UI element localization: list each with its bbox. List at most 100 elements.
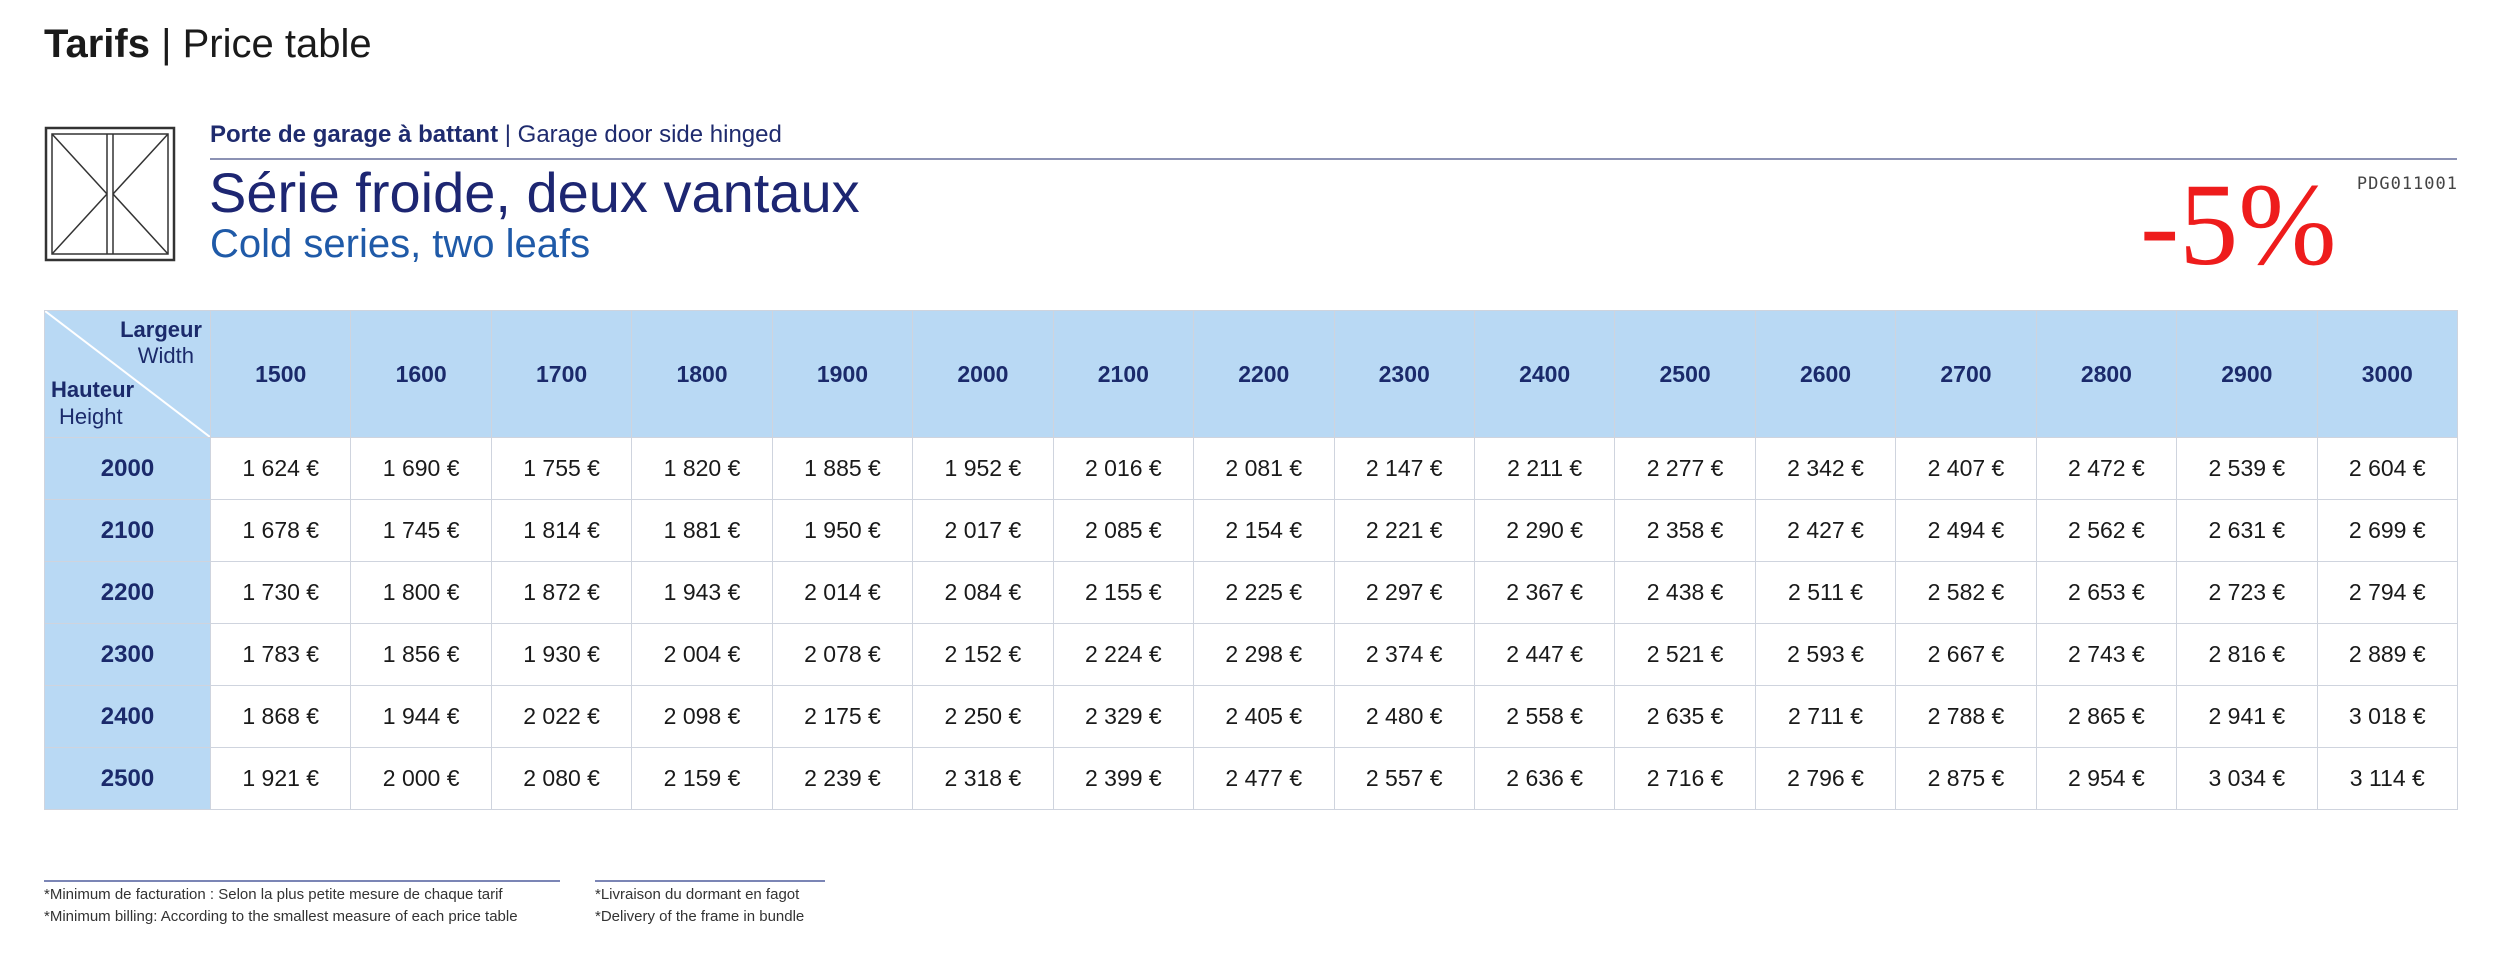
price-cell: 1 872 € — [490, 561, 633, 624]
price-cell: 2 154 € — [1193, 499, 1335, 562]
column-header-width: 2600 — [1754, 310, 1897, 438]
price-cell: 2 557 € — [1333, 747, 1475, 810]
column-header-width: 2100 — [1052, 310, 1195, 438]
table-row: 2100 1 678 €1 745 €1 814 €1 881 €1 950 €2… — [44, 499, 2459, 562]
price-cell: 2 152 € — [912, 623, 1054, 686]
column-header-width: 2300 — [1333, 310, 1475, 438]
column-header-width: 2900 — [2176, 310, 2318, 438]
note-text-fr: *Minimum de facturation : Selon la plus … — [44, 886, 503, 903]
price-cell: 2 743 € — [2035, 623, 2178, 686]
price-cell: 3 114 € — [2316, 747, 2459, 810]
row-header-height: 2300 — [44, 623, 211, 686]
price-cell: 1 678 € — [209, 499, 352, 562]
category-separator: | — [504, 121, 511, 148]
width-label-fr: Largeur — [120, 317, 202, 342]
note-divider — [44, 880, 560, 882]
price-cell: 2 511 € — [1754, 561, 1897, 624]
price-cell: 2 277 € — [1614, 437, 1756, 500]
price-table: Largeur Width Hauteur Height 1500 1600 170… — [44, 310, 2459, 810]
price-cell: 1 800 € — [350, 561, 492, 624]
price-cell: 2 014 € — [771, 561, 914, 624]
price-cell: 2 367 € — [1473, 561, 1616, 624]
price-cell: 1 921 € — [209, 747, 352, 810]
series-title-en: Cold series, two leafs — [210, 222, 591, 266]
price-cell: 2 358 € — [1614, 499, 1756, 562]
price-cell: 2 438 € — [1614, 561, 1756, 624]
series-title-fr: Série froide, deux vantaux — [209, 161, 860, 224]
column-header-width: 1900 — [771, 310, 914, 438]
page-title-en: Price table — [182, 22, 372, 66]
note-text-en: *Minimum billing: According to the small… — [44, 908, 518, 925]
price-cell: 2 604 € — [2316, 437, 2459, 500]
price-cell: 2 865 € — [2035, 685, 2178, 748]
product-reference: PDG011001 — [2356, 174, 2458, 194]
price-cell: 2 147 € — [1333, 437, 1475, 500]
price-cell: 1 624 € — [209, 437, 352, 500]
table-row: 2200 1 730 €1 800 €1 872 €1 943 €2 014 €2… — [44, 561, 2459, 624]
header-divider — [210, 158, 2457, 160]
price-cell: 2 427 € — [1754, 499, 1897, 562]
page-title-fr: Tarifs — [44, 22, 150, 66]
price-cell: 2 298 € — [1193, 623, 1335, 686]
height-label-en: Height — [59, 404, 123, 429]
column-header-width: 2800 — [2035, 310, 2178, 438]
table-row: 2300 1 783 €1 856 €1 930 €2 004 €2 078 €2… — [44, 623, 2459, 686]
column-header-width: 1800 — [631, 310, 773, 438]
price-cell: 2 022 € — [490, 685, 633, 748]
price-cell: 2 653 € — [2035, 561, 2178, 624]
column-header-width: 3000 — [2316, 310, 2459, 438]
column-header-width: 2200 — [1193, 310, 1335, 438]
row-header-height: 2000 — [44, 437, 211, 500]
price-cell: 2 480 € — [1333, 685, 1475, 748]
note-text-en: *Delivery of the frame in bundle — [595, 908, 805, 925]
price-cell: 2 472 € — [2035, 437, 2178, 500]
price-cell: 2 016 € — [1052, 437, 1195, 500]
column-header-width: 2000 — [912, 310, 1054, 438]
price-cell: 2 211 € — [1473, 437, 1616, 500]
price-cell: 2 374 € — [1333, 623, 1475, 686]
price-cell: 2 667 € — [1895, 623, 2037, 686]
page-title: Tarifs | Price table — [44, 22, 372, 67]
table-header-row: Largeur Width Hauteur Height 1500 1600 170… — [44, 310, 2459, 438]
note-text-fr: *Livraison du dormant en fagot — [595, 886, 800, 903]
price-cell: 2 225 € — [1193, 561, 1335, 624]
price-cell: 1 814 € — [490, 499, 633, 562]
price-cell: 1 730 € — [209, 561, 352, 624]
price-cell: 1 930 € — [490, 623, 633, 686]
price-cell: 2 017 € — [912, 499, 1054, 562]
price-cell: 2 582 € — [1895, 561, 2037, 624]
price-cell: 2 290 € — [1473, 499, 1616, 562]
price-cell: 1 820 € — [631, 437, 773, 500]
price-cell: 3 018 € — [2316, 685, 2459, 748]
table-row: 2400 1 868 €1 944 €2 022 €2 098 €2 175 €2… — [44, 685, 2459, 748]
price-cell: 2 098 € — [631, 685, 773, 748]
price-cell: 2 250 € — [912, 685, 1054, 748]
price-cell: 2 593 € — [1754, 623, 1897, 686]
price-cell: 2 699 € — [2316, 499, 2459, 562]
price-cell: 2 224 € — [1052, 623, 1195, 686]
price-cell: 1 783 € — [209, 623, 352, 686]
price-cell: 1 952 € — [912, 437, 1054, 500]
price-cell: 2 399 € — [1052, 747, 1195, 810]
price-cell: 2 407 € — [1895, 437, 2037, 500]
column-header-width: 2700 — [1895, 310, 2037, 438]
title-separator: | — [161, 22, 172, 66]
price-cell: 1 885 € — [771, 437, 914, 500]
column-header-width: 2500 — [1614, 310, 1756, 438]
price-cell: 1 944 € — [350, 685, 492, 748]
price-cell: 2 494 € — [1895, 499, 2037, 562]
price-cell: 2 078 € — [771, 623, 914, 686]
note-minimum-billing: *Minimum de facturation : Selon la plus … — [44, 880, 560, 928]
price-cell: 2 080 € — [490, 747, 633, 810]
price-cell: 2 405 € — [1193, 685, 1335, 748]
price-cell: 2 081 € — [1193, 437, 1335, 500]
category-en: Garage door side hinged — [517, 121, 782, 148]
width-label-en: Width — [137, 343, 194, 368]
price-cell: 2 723 € — [2176, 561, 2318, 624]
price-cell: 1 881 € — [631, 499, 773, 562]
height-label-fr: Hauteur — [51, 377, 135, 402]
price-cell: 2 562 € — [2035, 499, 2178, 562]
column-header-width: 1700 — [490, 310, 633, 438]
price-cell: 2 342 € — [1754, 437, 1897, 500]
price-cell: 1 745 € — [350, 499, 492, 562]
